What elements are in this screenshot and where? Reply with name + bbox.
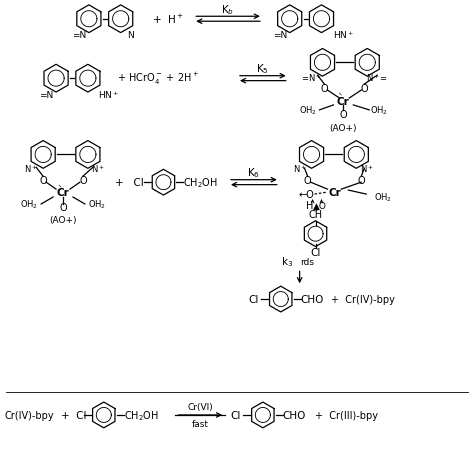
Text: OH$_2$: OH$_2$ [374,191,392,204]
Text: +   Cl: + Cl [115,178,144,188]
Text: CHO: CHO [301,295,324,304]
Text: CH: CH [309,209,323,219]
Text: fast: fast [191,419,209,428]
Text: =N$^+$: =N$^+$ [301,72,322,84]
Text: k$_3$: k$_3$ [282,255,294,269]
Text: K$_6$: K$_6$ [247,166,260,180]
Text: HN$^+$: HN$^+$ [98,89,119,101]
Text: OH$_2$: OH$_2$ [299,104,317,117]
Text: N$^+$: N$^+$ [360,163,374,175]
Text: O: O [304,176,311,186]
Text: N: N [127,31,134,40]
Text: ←O: ←O [299,189,314,200]
Text: Cl: Cl [248,295,258,304]
Text: +  Cr(III)-bpy: + Cr(III)-bpy [315,410,378,420]
Text: OH$_2$: OH$_2$ [20,198,38,211]
Text: O: O [339,110,347,120]
Text: K$_b$: K$_b$ [221,3,235,17]
Text: O: O [79,176,87,186]
Text: =N: =N [39,90,53,99]
Text: Cl: Cl [310,247,321,257]
Text: Cr: Cr [57,188,69,198]
Text: K$_5$: K$_5$ [256,62,269,76]
Text: +  Cl: + Cl [61,410,87,420]
Text: N$^+$=: N$^+$= [366,72,388,84]
Text: =N: =N [273,31,287,40]
Text: O: O [321,84,328,94]
Text: =N: =N [72,31,86,40]
Text: N$^+$: N$^+$ [91,163,105,175]
Text: N$^+$: N$^+$ [292,163,307,175]
Text: ▲O: ▲O [312,201,327,210]
Text: +  H$^+$: + H$^+$ [153,13,184,26]
Text: OH$_2$: OH$_2$ [88,198,106,211]
Text: (AO+): (AO+) [329,124,357,133]
Text: O: O [39,176,47,186]
Text: OH$_2$: OH$_2$ [370,104,388,117]
Text: Cr: Cr [337,97,350,107]
Text: Cr(IV)-bpy: Cr(IV)-bpy [4,410,54,420]
Text: CH$_2$OH: CH$_2$OH [124,408,159,422]
Text: Cr: Cr [328,188,341,198]
Text: rds: rds [300,258,314,267]
Text: O: O [357,176,365,186]
Text: H: H [306,201,313,211]
Text: HN$^+$: HN$^+$ [333,30,355,41]
Text: (AO+): (AO+) [49,216,77,225]
Text: +  Cr(IV)-bpy: + Cr(IV)-bpy [331,295,395,304]
Text: Cl: Cl [230,410,240,420]
Text: N$^+$: N$^+$ [24,163,38,175]
Text: Cr(VI): Cr(VI) [187,402,213,410]
Text: O: O [360,84,368,94]
Text: CHO: CHO [283,410,306,420]
Text: O: O [59,202,67,212]
Text: CH$_2$OH: CH$_2$OH [183,176,218,190]
Text: + HCrO$_4^-$ + 2H$^+$: + HCrO$_4^-$ + 2H$^+$ [117,71,199,87]
